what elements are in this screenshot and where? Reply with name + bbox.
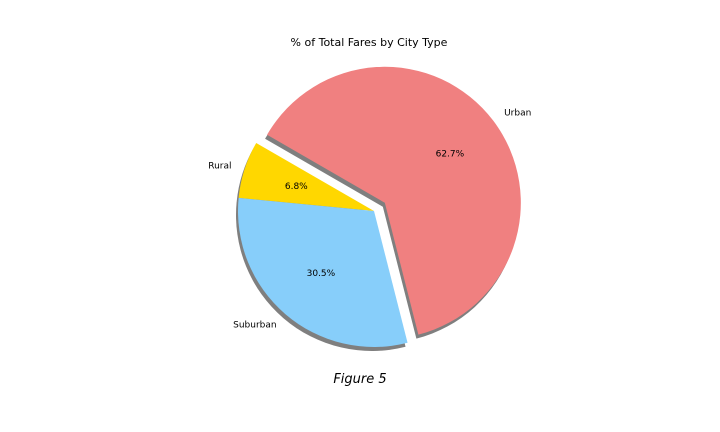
slice-label-rural: Rural (208, 161, 231, 171)
slice-label-urban: Urban (504, 109, 531, 119)
slice-pct-suburban: 30.5% (307, 269, 336, 279)
slice-urban (267, 66, 521, 335)
figure-caption: Figure 5 (333, 372, 387, 387)
slice-rural (238, 143, 374, 211)
slice-label-suburban: Suburban (233, 321, 276, 331)
chart-title: % of Total Fares by City Type (291, 36, 448, 49)
slices (237, 66, 521, 348)
slice-pct-urban: 62.7% (436, 150, 465, 160)
slice-labels: Rural 6.8% Suburban 30.5% Urban 62.7% (208, 109, 531, 331)
slice-suburban (237, 197, 408, 348)
slice-pct-rural: 6.8% (285, 182, 308, 192)
